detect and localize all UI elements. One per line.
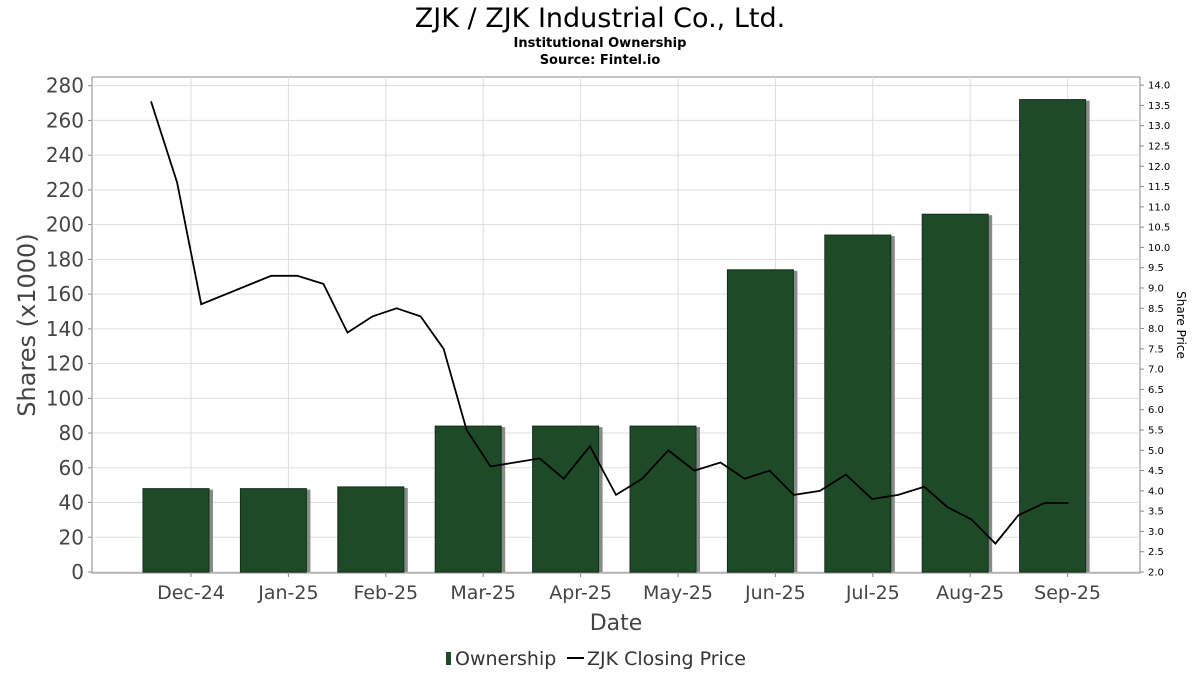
legend-ownership-swatch [446, 652, 451, 665]
y2-tick-label: 2.0 [1148, 568, 1164, 579]
y-tick-label: 260 [46, 108, 84, 132]
y2-tick-label: 13.5 [1148, 101, 1170, 112]
y2-tick-label: 12.0 [1148, 162, 1170, 173]
y-tick-label: 280 [46, 74, 84, 98]
bar [1019, 99, 1087, 573]
y-tick-label: 160 [46, 282, 84, 306]
y-tick-label: 100 [46, 386, 84, 410]
x-tick-label: Apr-25 [549, 582, 612, 604]
x-tick-label: Jul-25 [845, 582, 900, 604]
legend-ownership-label: Ownership [455, 648, 556, 670]
price-line-path [150, 101, 1069, 545]
y2-tick-label: 5.5 [1148, 425, 1164, 436]
bar [142, 488, 210, 573]
chart-title: ZJK / ZJK Industrial Co., Ltd. [415, 3, 785, 34]
bar [726, 269, 794, 573]
bar [629, 425, 697, 573]
y2-tick-label: 3.0 [1148, 527, 1164, 538]
x-axis-label: Date [590, 611, 643, 636]
x-tick-label: Mar-25 [450, 582, 516, 604]
y2-tick-label: 13.0 [1148, 121, 1170, 132]
x-tick-label: Dec-24 [157, 582, 225, 604]
y-tick-label: 180 [46, 247, 84, 271]
y-tick-label: 0 [71, 560, 84, 584]
y-tick-label: 80 [59, 421, 84, 445]
y-tick-label: 20 [59, 525, 84, 549]
y-tick-label: 60 [59, 456, 84, 480]
y2-tick-label: 3.5 [1148, 507, 1164, 518]
chart-source: Source: Fintel.io [540, 53, 661, 68]
x-tick-label: Sep-25 [1034, 582, 1101, 604]
bars [142, 99, 1090, 573]
bar [921, 213, 989, 573]
y-tick-label: 240 [46, 143, 84, 167]
y-axis-label: Shares (x1000) [13, 233, 41, 416]
y2-tick-label: 7.0 [1148, 365, 1164, 376]
y-axis: 0 20 40 60 80 100 120 140 160 180 200 220 240 260 280 [46, 74, 92, 584]
x-axis: Dec-24 Jan-25 Feb-25 Mar-25 Apr-25 May-25 Jun-… [157, 573, 1101, 604]
y2-tick-label: 9.0 [1148, 283, 1164, 294]
y2-tick-label: 8.0 [1148, 324, 1164, 335]
chart-subtitle: Institutional Ownership [514, 36, 687, 51]
y2-axis-label: Share Price [1174, 291, 1188, 359]
x-tick-label: Aug-25 [936, 582, 1004, 604]
y2-tick-label: 8.5 [1148, 304, 1164, 315]
x-tick-label: Jan-25 [257, 582, 318, 604]
x-tick-label: May-25 [643, 582, 713, 604]
legend-price-label: ZJK Closing Price [587, 648, 746, 670]
bar [434, 425, 502, 573]
bar [824, 234, 892, 573]
y2-tick-label: 7.5 [1148, 344, 1164, 355]
y2-tick-label: 11.5 [1148, 182, 1170, 193]
y2-tick-label: 6.0 [1148, 405, 1164, 416]
y2-tick-label: 10.5 [1148, 223, 1170, 234]
y-tick-label: 140 [46, 317, 84, 341]
bar [239, 488, 307, 573]
y2-tick-label: 12.5 [1148, 141, 1170, 152]
y-tick-label: 220 [46, 178, 84, 202]
x-tick-label: Feb-25 [353, 582, 418, 604]
y2-tick-label: 14.0 [1148, 81, 1170, 92]
x-tick-label: Jun-25 [744, 582, 806, 604]
y-tick-label: 40 [59, 491, 84, 515]
y2-tick-label: 9.5 [1148, 263, 1164, 274]
legend: Ownership ZJK Closing Price [446, 648, 746, 670]
y2-tick-label: 5.0 [1148, 446, 1164, 457]
y2-tick-label: 2.5 [1148, 547, 1164, 558]
y2-tick-label: 4.0 [1148, 486, 1164, 497]
y2-tick-label: 10.0 [1148, 243, 1170, 254]
y2-tick-label: 11.0 [1148, 202, 1170, 213]
y2-axis: 2.0 2.5 3.0 3.5 4.0 4.5 5.0 5.5 6.0 6.5 7.0 7.5 8.0 8… [1140, 81, 1170, 579]
y-tick-label: 120 [46, 352, 84, 376]
y-tick-label: 200 [46, 213, 84, 237]
bar [337, 486, 405, 573]
y2-tick-label: 6.5 [1148, 385, 1164, 396]
price-line [150, 101, 1069, 545]
y2-tick-label: 4.5 [1148, 466, 1164, 477]
